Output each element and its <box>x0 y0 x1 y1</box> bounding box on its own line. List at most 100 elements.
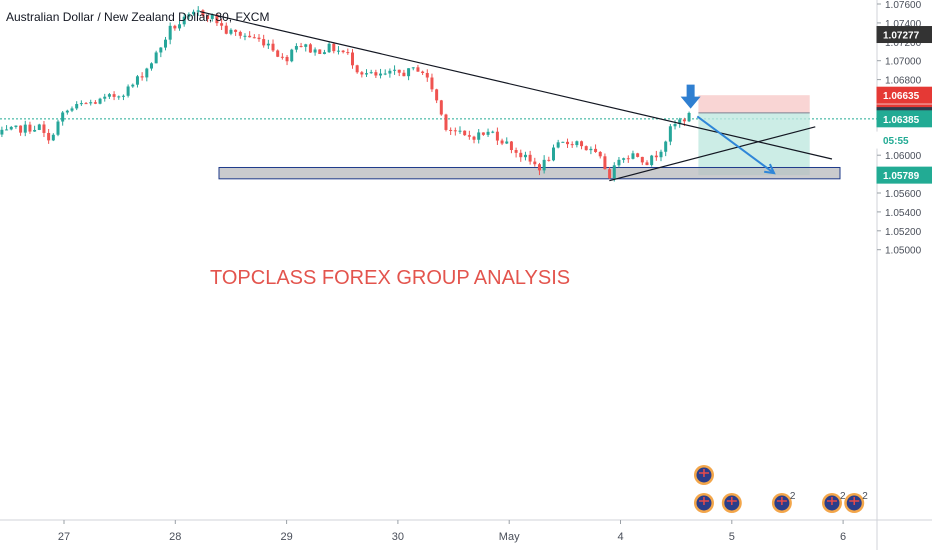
candle-body <box>215 14 219 24</box>
candle-body <box>56 121 60 135</box>
candle-body <box>140 76 144 78</box>
candle-body <box>589 148 593 151</box>
arrow-down-icon[interactable] <box>680 84 701 109</box>
candle-body <box>556 142 560 148</box>
candle-body <box>238 31 242 36</box>
stop-loss-zone[interactable] <box>698 95 810 113</box>
trendline-1[interactable] <box>199 10 833 160</box>
flag-cross <box>698 497 709 505</box>
candle-body <box>276 50 280 57</box>
flag-cross <box>776 497 787 505</box>
x-tick-label: 5 <box>729 531 735 543</box>
candle-body <box>664 141 668 152</box>
candle-body <box>0 129 4 135</box>
candle-body <box>159 47 163 53</box>
candle-body <box>47 132 51 141</box>
candle-body <box>519 152 523 158</box>
projection-arrowhead <box>764 163 776 175</box>
projection-arrow-line[interactable] <box>696 115 775 174</box>
candle-body <box>135 76 139 85</box>
candle-body <box>407 68 411 77</box>
candle-body <box>626 158 630 160</box>
candle-body <box>187 14 191 17</box>
price-label-box <box>876 131 932 149</box>
candle-body <box>262 39 266 46</box>
y-tick-label: 1.07200 <box>885 38 922 49</box>
candle-body <box>631 153 635 159</box>
candle-body <box>687 112 691 122</box>
event-badges-layer[interactable]: 2 2 2 <box>693 465 868 513</box>
candle-body <box>477 132 481 140</box>
candle-body <box>547 159 551 161</box>
candle-body <box>491 131 495 133</box>
candle-body <box>266 43 270 46</box>
candle-body <box>449 129 453 131</box>
support-zone-layer[interactable] <box>218 166 841 180</box>
y-tick-label: 1.05000 <box>885 246 922 257</box>
candle-body <box>229 29 233 34</box>
price-label-text: 1.06635 <box>883 91 920 102</box>
support-zone-rect[interactable] <box>218 166 841 180</box>
candle-body <box>23 124 27 133</box>
y-tick-label: 1.05200 <box>885 227 922 238</box>
candle-body <box>243 35 247 37</box>
candle-body <box>453 130 457 132</box>
candle-body <box>645 162 649 166</box>
candle-body <box>248 35 252 38</box>
candle-body <box>383 73 387 75</box>
candle-body <box>411 67 415 69</box>
y-tick-label: 1.06000 <box>885 151 922 162</box>
candle-body <box>650 155 654 166</box>
candle-body <box>425 72 429 78</box>
candle-body <box>61 112 65 122</box>
x-tick-label: May <box>499 531 520 543</box>
price-label-text: 1.07277 <box>883 31 920 42</box>
candle-body <box>220 23 224 26</box>
candle-body <box>416 67 420 72</box>
candle-body <box>608 169 612 179</box>
candle-body <box>196 10 200 12</box>
candle-body <box>346 52 350 54</box>
candle-body <box>201 10 205 16</box>
candle-body <box>505 141 509 144</box>
event-count: 2 <box>862 491 868 502</box>
event-count: 2 <box>790 491 796 502</box>
x-tick-label: 6 <box>840 531 846 543</box>
candle-body <box>299 46 303 48</box>
position-tool-layer[interactable] <box>698 95 810 176</box>
candle-body <box>617 159 621 166</box>
candle-body <box>37 124 41 130</box>
candle-body <box>594 148 598 152</box>
candle-body <box>14 125 18 127</box>
x-tick-label: 29 <box>280 531 292 543</box>
candle-body <box>397 69 401 73</box>
candle-body <box>622 158 626 160</box>
candle-body <box>463 130 467 136</box>
candle-body <box>421 71 425 73</box>
candle-body <box>121 95 125 97</box>
candle-body <box>149 63 153 69</box>
event-count: 2 <box>840 491 846 502</box>
candle-body <box>75 104 79 109</box>
candle-body <box>308 44 312 53</box>
candle-body <box>178 24 182 29</box>
drawings-layer[interactable] <box>199 10 833 182</box>
flag-cross <box>826 497 837 505</box>
candle-body <box>678 119 682 125</box>
candle-body <box>537 164 541 171</box>
candle-body <box>210 14 214 19</box>
candle-body <box>561 141 565 143</box>
candle-body <box>640 156 644 163</box>
candle-body <box>374 72 378 76</box>
candle-body <box>336 50 340 52</box>
trendline-2[interactable] <box>609 126 816 182</box>
candle-body <box>654 155 658 158</box>
candle-body <box>182 16 186 25</box>
price-label-box <box>876 86 932 104</box>
candle-body <box>112 94 116 97</box>
candle-body <box>598 151 602 157</box>
candle-body <box>514 150 518 153</box>
take-profit-zone[interactable] <box>698 112 810 176</box>
